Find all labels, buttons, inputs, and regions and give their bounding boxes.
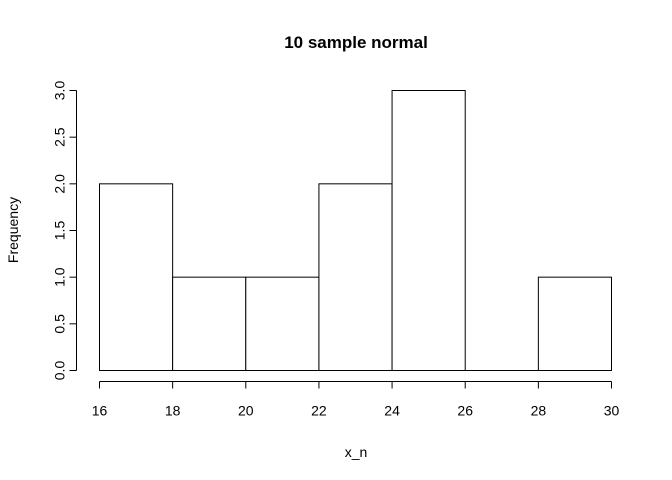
y-tick-label: 1.5: [52, 221, 68, 241]
y-axis-label: Frequency: [5, 197, 21, 263]
y-tick-label: 1.0: [52, 267, 68, 287]
y-tick-label: 0.5: [52, 314, 68, 334]
x-tick-label: 26: [457, 403, 473, 419]
x-tick-label: 18: [165, 403, 181, 419]
x-tick-label: 16: [92, 403, 108, 419]
histogram-bar-6: [537, 276, 612, 371]
histogram-bar-2: [245, 276, 320, 371]
x-tick-label: 28: [531, 403, 547, 419]
histogram-bar-0: [99, 183, 174, 371]
y-axis: 0.0 0.5 1.0 1.5 2.0 2.5 3.0: [52, 81, 77, 381]
bars-layer: [99, 90, 612, 371]
chart-title: 10 sample normal: [284, 33, 428, 52]
y-tick-label: 3.0: [52, 81, 68, 101]
y-tick-label: 2.5: [52, 127, 68, 147]
x-axis: 16 18 20 22 24 26 28 30: [92, 381, 620, 419]
x-tick-label: 22: [311, 403, 327, 419]
y-tick-label: 0.0: [52, 361, 68, 381]
x-tick-label: 30: [604, 403, 620, 419]
x-axis-label: x_n: [345, 444, 368, 460]
x-tick-label: 20: [238, 403, 254, 419]
x-tick-label: 24: [384, 403, 400, 419]
histogram-bar-1: [172, 276, 247, 371]
y-tick-label: 2.0: [52, 174, 68, 194]
histogram-bar-4: [391, 90, 466, 371]
histogram-bar-3: [318, 183, 393, 371]
